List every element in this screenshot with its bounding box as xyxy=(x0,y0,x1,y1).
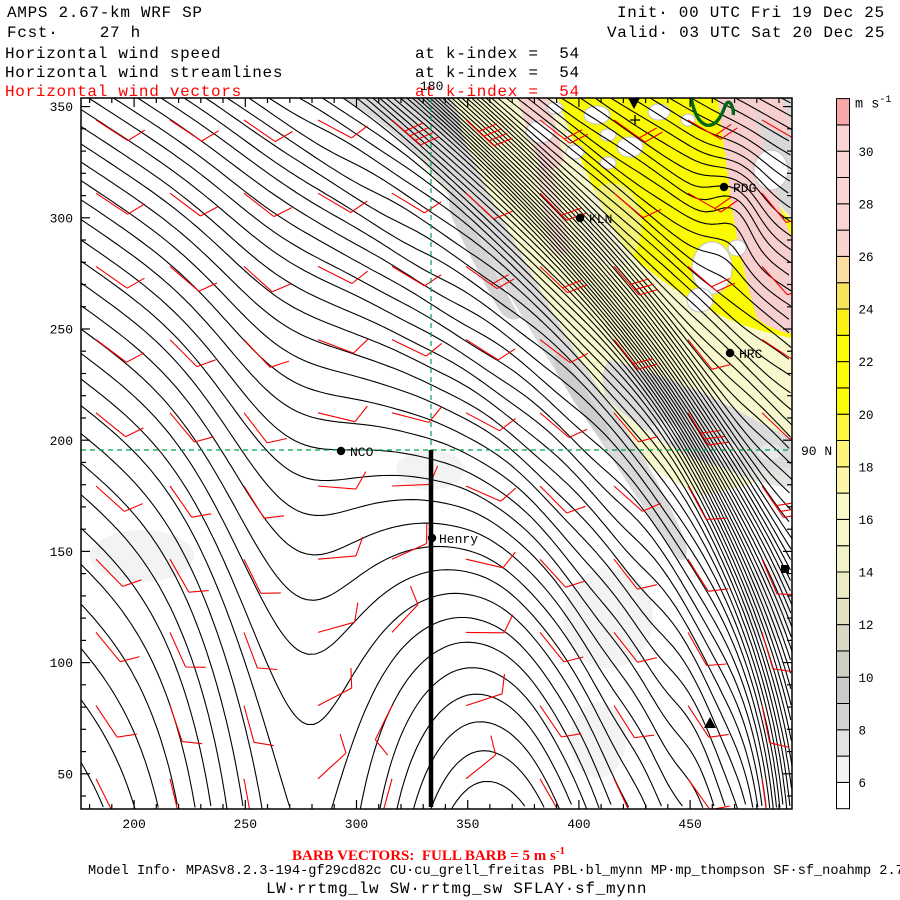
svg-text:250: 250 xyxy=(234,817,257,832)
svg-text:250: 250 xyxy=(50,323,73,338)
svg-text:28: 28 xyxy=(859,198,874,212)
svg-text:10: 10 xyxy=(859,672,874,686)
svg-text:100: 100 xyxy=(50,656,73,671)
svg-text:HRC: HRC xyxy=(739,347,763,362)
svg-text:350: 350 xyxy=(456,817,479,832)
svg-text:300: 300 xyxy=(345,817,368,832)
svg-text:Henry: Henry xyxy=(439,532,478,547)
svg-text:12: 12 xyxy=(859,619,874,633)
svg-text:16: 16 xyxy=(859,514,874,528)
svg-text:18: 18 xyxy=(859,461,874,475)
svg-text:NCO: NCO xyxy=(350,445,374,460)
svg-text:KLN: KLN xyxy=(589,212,612,227)
svg-text:150: 150 xyxy=(50,545,73,560)
svg-text:14: 14 xyxy=(859,567,874,581)
svg-text:450: 450 xyxy=(678,817,701,832)
svg-text:350: 350 xyxy=(50,100,73,115)
svg-text:6: 6 xyxy=(859,777,867,791)
svg-text:400: 400 xyxy=(567,817,590,832)
svg-text:RDG: RDG xyxy=(733,181,756,196)
svg-text:200: 200 xyxy=(50,434,73,449)
svg-text:200: 200 xyxy=(122,817,145,832)
svg-text:300: 300 xyxy=(50,211,73,226)
svg-text:30: 30 xyxy=(859,146,874,160)
svg-text:24: 24 xyxy=(859,304,874,318)
svg-text:8: 8 xyxy=(859,724,867,738)
svg-text:20: 20 xyxy=(859,409,874,423)
svg-text:26: 26 xyxy=(859,251,874,265)
svg-text:22: 22 xyxy=(859,356,874,370)
svg-text:50: 50 xyxy=(57,767,73,782)
